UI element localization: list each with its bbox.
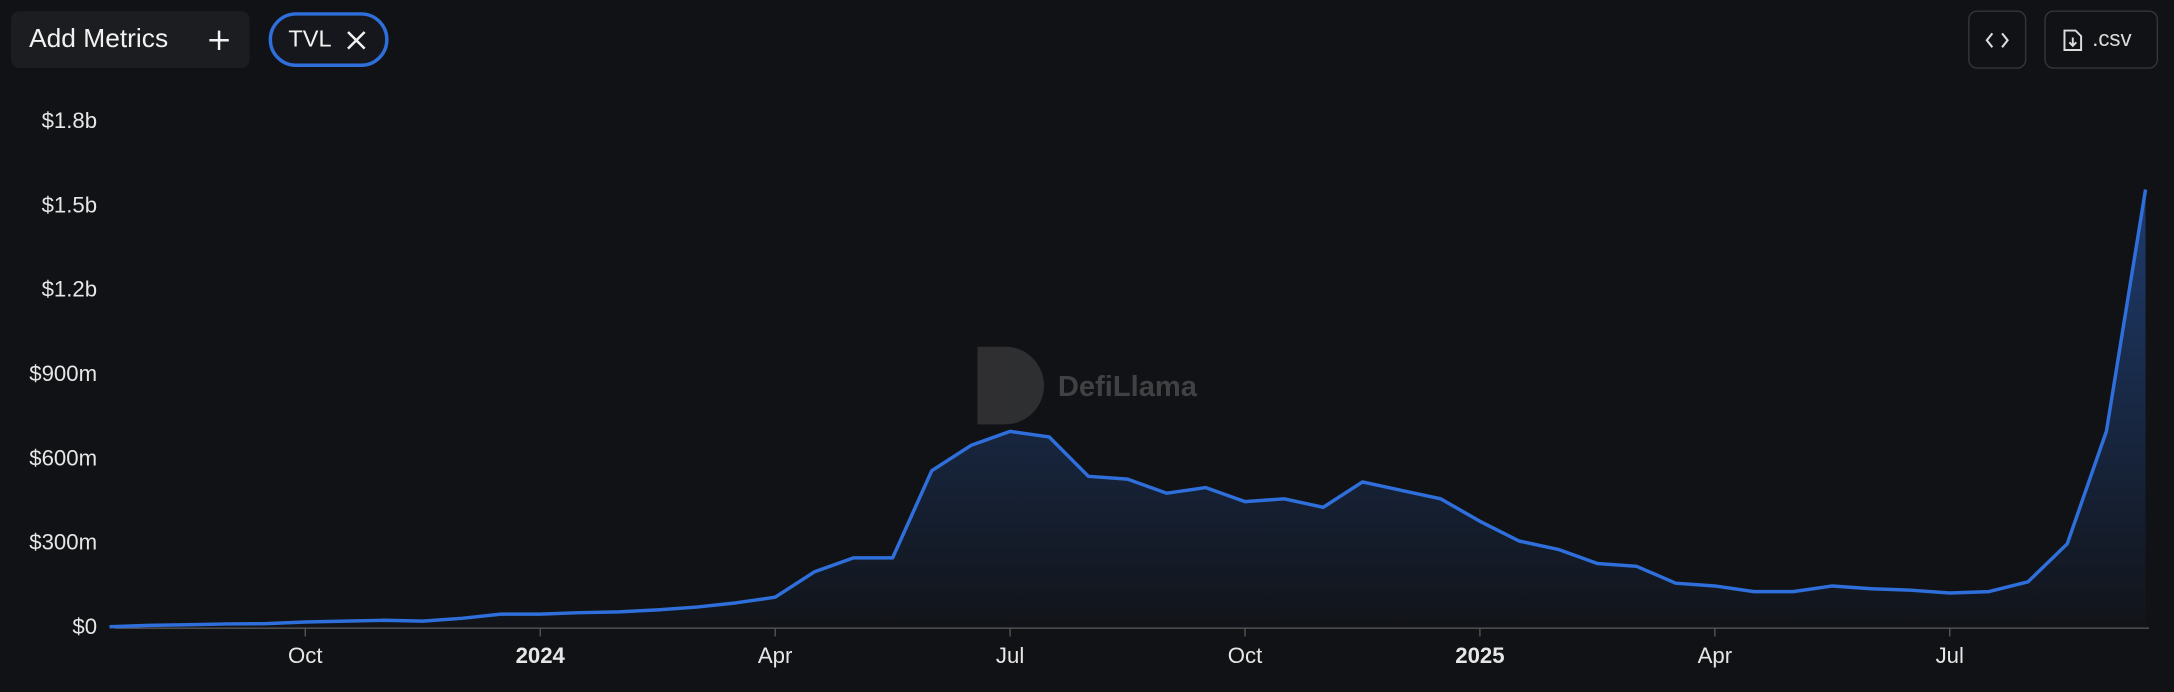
area: [109, 189, 2146, 629]
metric-chip[interactable]: TVL: [268, 12, 389, 67]
plus-icon: [209, 30, 229, 50]
y-tick-label: $1.2b: [42, 277, 97, 302]
button-bg: [1968, 10, 2027, 69]
x-tick-label: Oct: [1228, 643, 1263, 668]
download-icon: [2063, 29, 2083, 51]
csv-button[interactable]: .csv: [2044, 10, 2159, 69]
button-label: Add Metrics: [29, 23, 168, 53]
watermark: DefiLlama: [977, 346, 1198, 425]
y-tick-label: $300m: [29, 530, 97, 555]
y-tick-label: $1.8b: [42, 108, 97, 133]
y-tick-label: $1.5b: [42, 192, 97, 217]
x-tick-label: Apr: [1698, 643, 1733, 668]
close-icon: [347, 31, 366, 50]
button-label: .csv: [2092, 26, 2132, 51]
chip-bg: [268, 12, 389, 67]
embed-button[interactable]: [1968, 10, 2027, 69]
watermark-logo: [977, 346, 1045, 425]
watermark-text: DefiLlama: [1058, 371, 1198, 403]
button-bg: [2044, 10, 2159, 69]
add-metrics-button[interactable]: Add Metrics: [11, 11, 250, 69]
code-icon: [1985, 32, 2009, 48]
line: [109, 189, 2148, 629]
chip-label: TVL: [288, 26, 331, 52]
x-tick-label: Jul: [996, 643, 1024, 668]
y-tick-label: $900m: [29, 361, 97, 386]
x-tick-label: Oct: [288, 643, 323, 668]
y-tick-label: $0: [72, 614, 97, 639]
x-tick-label: Apr: [758, 643, 793, 668]
button-bg: [11, 11, 250, 69]
x-tick-label: 2024: [516, 643, 566, 668]
x-tick-label: Jul: [1936, 643, 1964, 668]
y-tick-label: $600m: [29, 445, 97, 470]
x-tick-label: 2025: [1455, 643, 1504, 668]
